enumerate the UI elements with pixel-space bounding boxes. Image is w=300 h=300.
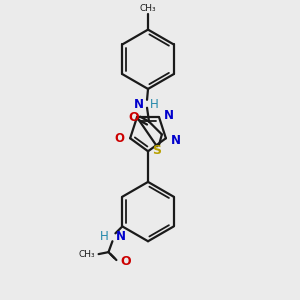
Text: S: S bbox=[152, 144, 161, 157]
Text: O: O bbox=[129, 111, 140, 124]
Text: N: N bbox=[116, 230, 125, 243]
Text: N: N bbox=[171, 134, 181, 147]
Text: H: H bbox=[100, 230, 109, 243]
Text: H: H bbox=[150, 98, 159, 111]
Text: N: N bbox=[134, 98, 144, 111]
Text: O: O bbox=[114, 132, 124, 145]
Text: CH₃: CH₃ bbox=[140, 4, 156, 13]
Text: CH₃: CH₃ bbox=[78, 250, 94, 259]
Text: O: O bbox=[120, 254, 131, 268]
Text: N: N bbox=[164, 109, 174, 122]
